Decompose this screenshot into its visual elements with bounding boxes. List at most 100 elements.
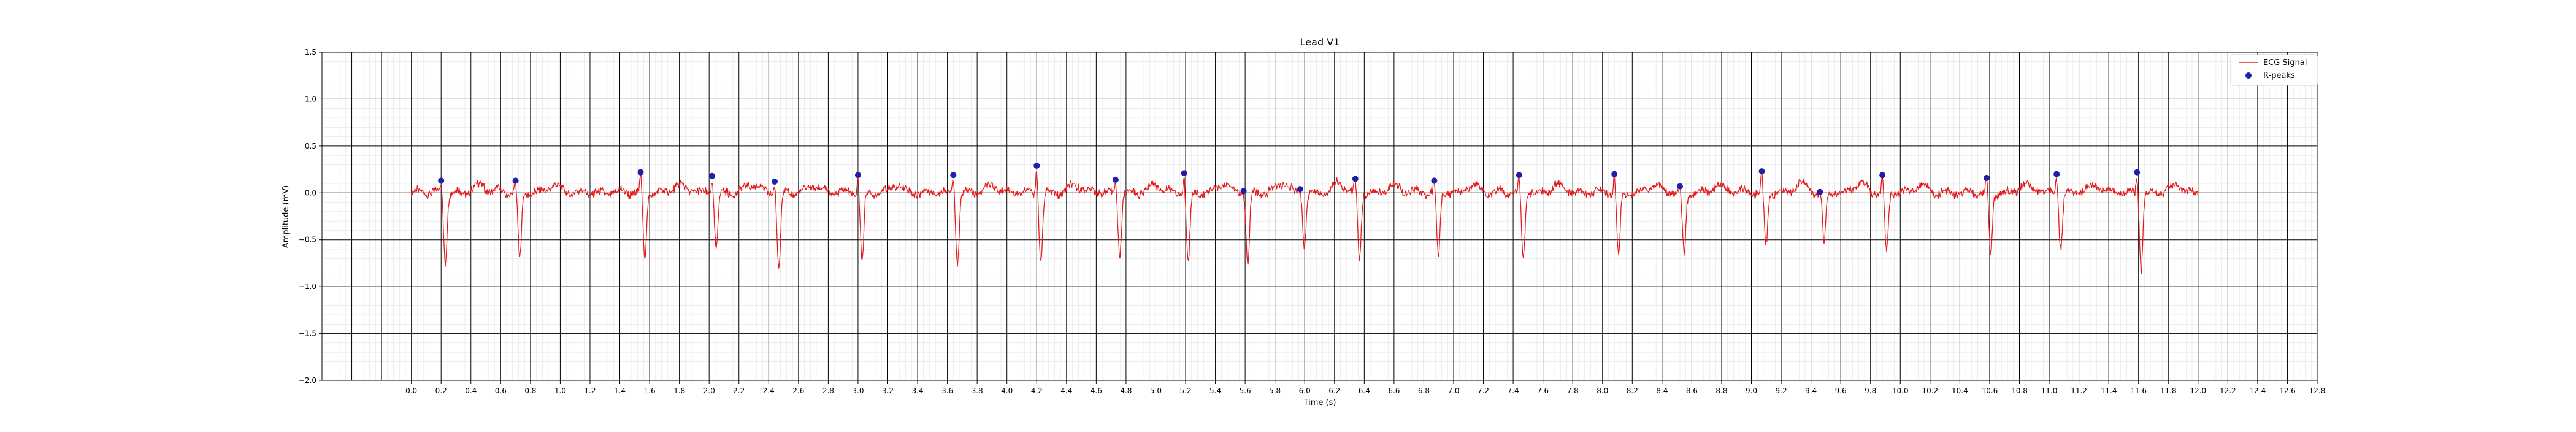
x-tick-label: 5.8 <box>1269 387 1281 395</box>
x-tick-label: 4.4 <box>1060 387 1072 395</box>
x-tick-label: 9.2 <box>1776 387 1787 395</box>
chart-title: Lead V1 <box>1300 36 1340 48</box>
x-tick-label: 3.0 <box>852 387 864 395</box>
plot-frame <box>321 52 2318 381</box>
x-tick-label: 10.2 <box>1922 387 1938 395</box>
r-peak-point <box>1352 176 1359 182</box>
x-tick-label: 1.4 <box>614 387 626 395</box>
x-tick-label: 7.4 <box>1508 387 1519 395</box>
x-tick-label: 8.0 <box>1597 387 1608 395</box>
y-tick-label: 0.5 <box>305 142 316 150</box>
x-tick-label: 1.0 <box>554 387 566 395</box>
x-tick-label: 10.4 <box>1952 387 1968 395</box>
y-tick-label: −1.5 <box>299 330 316 338</box>
x-tick-label: 11.8 <box>2160 387 2177 395</box>
x-tick-label: 10.0 <box>1892 387 1909 395</box>
y-tick-label: 1.0 <box>305 94 316 103</box>
plot-area <box>411 162 2199 274</box>
x-tick-label: 5.0 <box>1150 387 1162 395</box>
x-tick-label: 0.2 <box>435 387 447 395</box>
r-peak-point <box>950 172 957 179</box>
x-tick-label: 10.6 <box>1982 387 1998 395</box>
x-tick-label: 8.4 <box>1656 387 1668 395</box>
x-tick-label: 0.8 <box>524 387 536 395</box>
x-tick-label: 11.2 <box>2071 387 2087 395</box>
x-tick-label: 11.4 <box>2101 387 2117 395</box>
x-tick-label: 2.4 <box>763 387 775 395</box>
x-tick-label: 12.8 <box>2309 387 2326 395</box>
legend: ECG Signal R-peaks <box>2230 54 2318 86</box>
x-tick-label: 9.0 <box>1746 387 1757 395</box>
x-tick-label: 6.0 <box>1299 387 1311 395</box>
x-tick-label: 1.6 <box>644 387 656 395</box>
grid <box>321 52 2318 381</box>
r-peak-point <box>1240 188 1247 195</box>
y-tick-label: 1.5 <box>305 48 316 56</box>
x-tick-label: 2.8 <box>822 387 834 395</box>
x-tick-label: 12.2 <box>2220 387 2236 395</box>
y-tick-label: −2.0 <box>299 376 316 385</box>
r-peak-point <box>438 177 445 184</box>
r-peak-point <box>512 177 519 184</box>
x-tick-label: 3.6 <box>941 387 953 395</box>
r-peak-point <box>1879 172 1886 179</box>
x-tick-label: 5.6 <box>1240 387 1251 395</box>
x-tick-label: 0.4 <box>465 387 477 395</box>
x-tick-label: 3.4 <box>911 387 923 395</box>
x-tick-label: 12.4 <box>2250 387 2266 395</box>
legend-label-r-peaks: R-peaks <box>2263 71 2295 80</box>
r-peak-point <box>1297 186 1303 193</box>
x-tick-label: 8.2 <box>1627 387 1638 395</box>
r-peak-point <box>1984 174 1990 181</box>
y-tick-label: −0.5 <box>299 236 316 244</box>
x-tick-label: 9.6 <box>1835 387 1847 395</box>
r-peak-point <box>1431 177 1438 184</box>
x-tick-label: 4.8 <box>1120 387 1132 395</box>
legend-label-ecg-signal: ECG Signal <box>2263 58 2307 68</box>
x-tick-label: 3.8 <box>972 387 983 395</box>
x-tick-label: 8.6 <box>1686 387 1698 395</box>
r-peak-point <box>1611 171 1618 177</box>
x-tick-label: 0.6 <box>495 387 507 395</box>
x-tick-label: 2.6 <box>792 387 804 395</box>
r-peak-point <box>1181 170 1187 177</box>
x-tick-label: 10.8 <box>2011 387 2028 395</box>
x-tick-label: 1.8 <box>673 387 685 395</box>
r-peak-point <box>709 172 716 179</box>
x-tick-label: 3.2 <box>882 387 894 395</box>
r-peak-point <box>1033 162 1040 169</box>
x-tick-label: 7.0 <box>1447 387 1459 395</box>
x-tick-label: 4.0 <box>1001 387 1013 395</box>
r-peak-point <box>2053 171 2060 177</box>
x-tick-label: 2.0 <box>703 387 715 395</box>
r-peak-point <box>1758 168 1765 175</box>
axes: 0.0 0.2 0.4 0.6 0.8 1.0 1.2 1.4 1.6 1.8 2.0 2.2 2.4 2… <box>299 48 2326 395</box>
x-tick-label: 5.2 <box>1179 387 1191 395</box>
ecg-signal-line <box>411 168 2199 274</box>
x-tick-label: 8.8 <box>1715 387 1727 395</box>
r-peak-point <box>1676 183 1683 190</box>
x-tick-label: 7.2 <box>1478 387 1489 395</box>
x-tick-label: 6.6 <box>1388 387 1400 395</box>
r-peak-point <box>637 169 644 176</box>
x-tick-label: 7.6 <box>1537 387 1549 395</box>
x-tick-label: 6.8 <box>1418 387 1430 395</box>
x-tick-label: 12.0 <box>2190 387 2206 395</box>
x-tick-label: 2.2 <box>733 387 745 395</box>
x-tick-label: 5.4 <box>1209 387 1221 395</box>
y-tick-label: −1.0 <box>299 282 316 291</box>
r-peak-point <box>854 172 861 179</box>
x-axis-label: Time (s) <box>1303 398 1336 407</box>
y-axis-label: Amplitude (mV) <box>282 185 291 248</box>
r-peak-point <box>1516 172 1522 179</box>
x-tick-label: 4.6 <box>1091 387 1102 395</box>
x-tick-label: 6.2 <box>1328 387 1340 395</box>
x-tick-label: 9.4 <box>1805 387 1817 395</box>
x-tick-label: 11.0 <box>2041 387 2058 395</box>
r-peak-point <box>771 178 778 185</box>
x-tick-label: 4.2 <box>1031 387 1043 395</box>
x-tick-label: 12.6 <box>2279 387 2296 395</box>
r-peak-point <box>2134 169 2141 176</box>
